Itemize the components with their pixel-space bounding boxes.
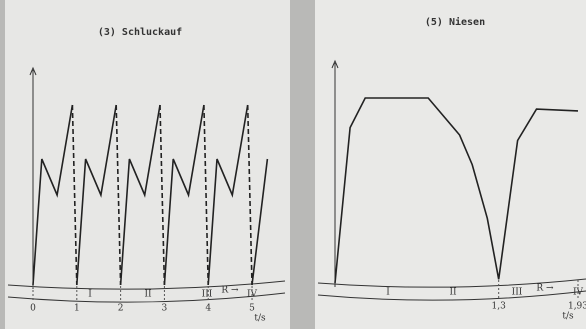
phase-label: I <box>386 288 390 298</box>
x-axis-label: t/s <box>562 312 574 322</box>
phase-label: II <box>449 288 457 298</box>
x-tick-label: 1,93 <box>568 302 586 312</box>
x-tick-label: 3 <box>162 304 168 314</box>
x-tick-label: 1,3 <box>492 302 507 312</box>
x-tick-label: 1 <box>74 304 80 314</box>
right-page <box>315 0 586 329</box>
left-page <box>5 0 290 329</box>
arrow-label: R → <box>536 284 554 294</box>
x-axis-label: t/s <box>254 314 266 324</box>
scene: (3) SchluckaufIIIIIIIVR →012345t/s(5) Ni… <box>0 0 586 329</box>
arrow-label: R → <box>221 286 239 296</box>
chart-title: (3) Schluckauf <box>98 27 182 38</box>
chart-title: (5) Niesen <box>425 16 485 28</box>
x-tick-label: 2 <box>118 304 124 314</box>
page: (3) SchluckaufIIIIIIIVR →012345t/s(5) Ni… <box>0 0 586 329</box>
x-tick-label: 4 <box>205 304 211 314</box>
phase-label: III <box>202 290 213 300</box>
phase-label: I <box>88 290 92 300</box>
x-tick-label: 0 <box>30 304 36 314</box>
x-tick-label: 5 <box>249 304 255 314</box>
phase-label: II <box>144 290 152 300</box>
phase-label: III <box>512 288 523 298</box>
